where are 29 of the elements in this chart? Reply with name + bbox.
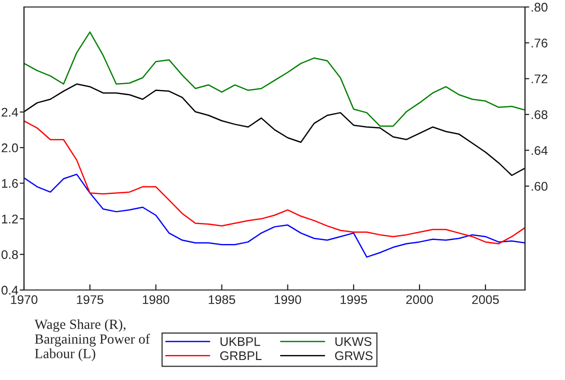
x-tick-label: 2005	[472, 295, 499, 304]
y2-tick-label: .64	[532, 146, 548, 155]
y-tick-label: 1.2	[2, 214, 18, 224]
y-tick-label: 0.4	[2, 286, 18, 295]
line-series	[24, 83, 525, 176]
y2-tick-label: .68	[532, 110, 548, 120]
y2-tick-label: .60	[532, 182, 548, 191]
y2-tick-label: .76	[532, 38, 548, 48]
line-series	[24, 174, 525, 258]
y-tick-label: 1.6	[2, 179, 18, 188]
x-tick-label: 1985	[208, 295, 236, 304]
x-tick-label: 1975	[76, 295, 104, 304]
x-tick-label: 1980	[142, 295, 170, 304]
x-tick-label: 1990	[274, 295, 302, 304]
legend-label: UKWS	[335, 337, 372, 346]
line-series	[24, 31, 525, 127]
legend-label: GRWS	[335, 351, 373, 360]
y-tick-label: 2.4	[2, 108, 18, 117]
y2-tick-label: .72	[532, 74, 548, 84]
y2-tick-label: .80	[532, 2, 548, 12]
x-tick-label: 2000	[406, 295, 433, 304]
legend-label: UKBPL	[220, 337, 260, 346]
x-tick-label: 1970	[11, 295, 38, 304]
y-tick-label: 2.0	[2, 143, 18, 152]
line-series	[24, 120, 525, 244]
x-tick-label: 1995	[340, 295, 367, 304]
y-tick-label: 0.8	[2, 250, 18, 260]
text: Wage Share (R), Bargaining Power of Labour (L)	[34, 319, 150, 362]
legend-label: GRBPL	[220, 351, 262, 360]
